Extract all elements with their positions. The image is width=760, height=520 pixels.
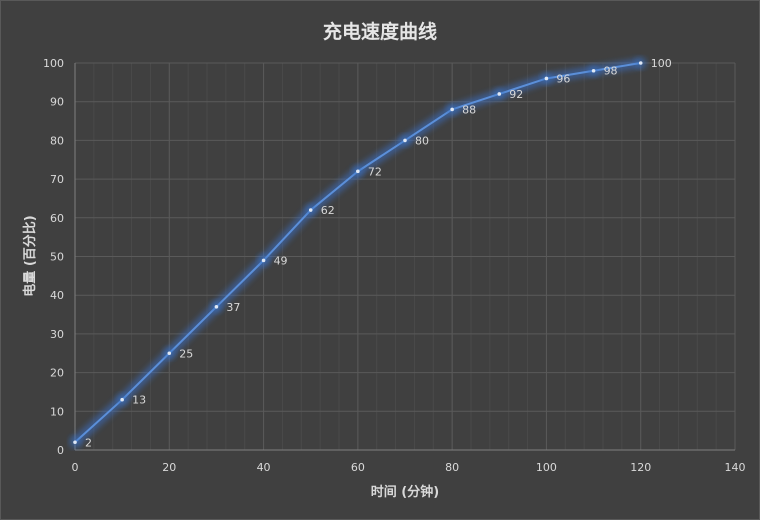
y-tick-label: 30 <box>50 328 64 341</box>
data-series <box>69 57 647 449</box>
y-tick-label: 70 <box>50 173 64 186</box>
y-tick-label: 0 <box>57 444 64 457</box>
data-label: 2 <box>85 436 92 449</box>
x-tick-label: 80 <box>445 461 459 474</box>
data-point <box>403 138 407 143</box>
data-point <box>544 76 549 81</box>
y-tick-label: 60 <box>50 212 64 225</box>
x-tick-label: 140 <box>725 461 746 474</box>
axes <box>74 63 735 451</box>
data-point <box>214 305 219 309</box>
data-label: 92 <box>509 88 523 101</box>
data-point <box>591 68 596 73</box>
data-point <box>356 169 360 174</box>
grid-lines <box>74 62 736 451</box>
x-tick-label: 60 <box>351 461 365 474</box>
y-tick-label: 90 <box>50 96 64 109</box>
data-point <box>308 208 313 212</box>
y-tick-label: 10 <box>50 405 64 418</box>
data-point <box>73 440 77 445</box>
data-point <box>120 397 124 402</box>
data-label: 80 <box>415 134 429 147</box>
data-label: 100 <box>651 57 672 70</box>
y-axis-label: 电量 (百分比) <box>22 215 38 296</box>
data-label: 72 <box>368 165 382 178</box>
data-label: 49 <box>274 254 288 267</box>
data-label: 98 <box>604 65 618 78</box>
data-point <box>450 107 454 112</box>
x-tick-label: 0 <box>72 461 79 474</box>
x-tick-label: 20 <box>162 461 176 474</box>
data-label: 96 <box>556 72 570 85</box>
x-tick-label: 120 <box>630 461 651 474</box>
x-tick-label: 40 <box>257 461 271 474</box>
y-tick-label: 50 <box>50 251 64 264</box>
data-label: 37 <box>226 301 240 314</box>
tick-labels: 0 20 40 60 80 100 120 140 0 10 20 30 40 50 60 70 80 90 100 <box>43 57 746 474</box>
data-label: 88 <box>462 103 476 116</box>
data-point <box>638 61 643 65</box>
y-tick-label: 20 <box>50 367 64 380</box>
data-label: 62 <box>321 204 335 217</box>
data-labels: 2 13 25 37 49 62 72 80 88 92 96 98 100 <box>85 57 672 449</box>
y-tick-label: 40 <box>50 289 64 302</box>
y-tick-label: 100 <box>43 57 64 70</box>
y-tick-label: 80 <box>50 134 64 147</box>
data-point <box>497 92 502 96</box>
data-label: 13 <box>132 394 146 407</box>
x-tick-label: 100 <box>536 461 557 474</box>
x-axis-label: 时间 (分钟) <box>371 484 439 500</box>
data-label: 25 <box>179 347 193 360</box>
chart-title: 充电速度曲线 <box>323 20 437 43</box>
data-point <box>167 351 172 356</box>
data-point <box>261 258 266 263</box>
